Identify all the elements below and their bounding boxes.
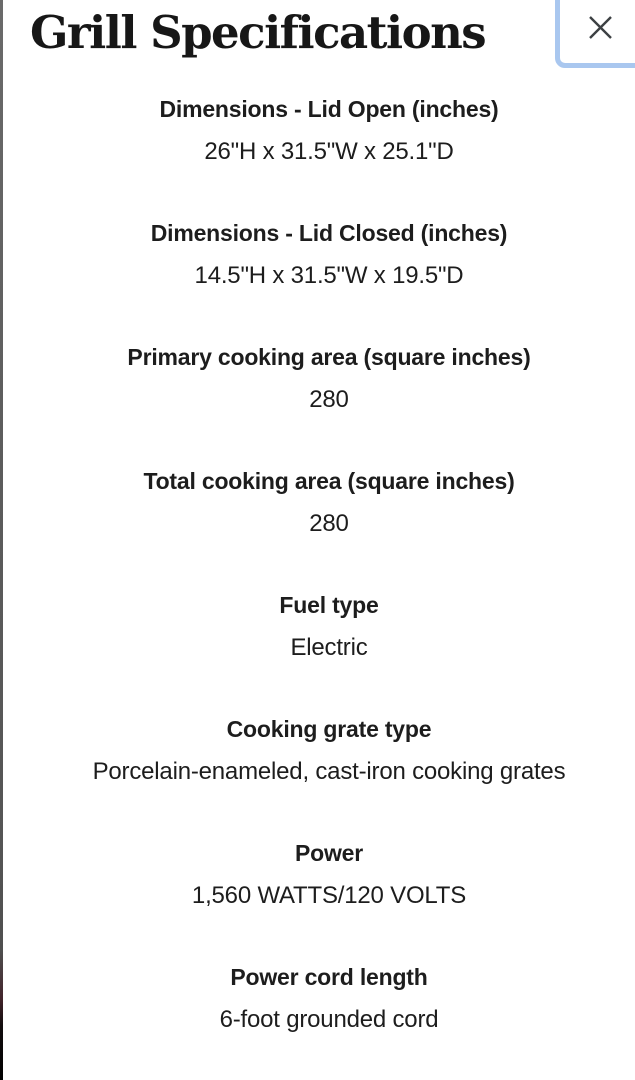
- spec-value: 280: [309, 510, 349, 537]
- spec-value: 1,560 WATTS/120 VOLTS: [191, 882, 467, 909]
- spec-row-cooking-grate-type: Cooking grate type Porcelain-enameled, c…: [23, 715, 635, 786]
- spec-list: Dimensions - Lid Open (inches) 26"H x 31…: [3, 68, 635, 1034]
- spec-label: Dimensions - Lid Closed (inches): [150, 220, 508, 246]
- spec-label: Power cord length: [230, 964, 428, 990]
- spec-value: 6-foot grounded cord: [219, 1006, 439, 1033]
- spec-label: Fuel type: [279, 592, 379, 618]
- spec-value: 280: [309, 386, 349, 413]
- grill-specifications-modal: Grill Specifications Dimensions - Lid Op…: [3, 0, 635, 1080]
- spec-row-total-cooking-area: Total cooking area (square inches) 280: [23, 467, 635, 538]
- spec-value: Porcelain-enameled, cast-iron cooking gr…: [92, 758, 566, 785]
- modal-header: Grill Specifications: [3, 0, 635, 68]
- spec-row-primary-cooking-area: Primary cooking area (square inches) 280: [23, 343, 635, 414]
- spec-row-dimensions-lid-closed: Dimensions - Lid Closed (inches) 14.5"H …: [23, 219, 635, 290]
- spec-label: Power: [294, 840, 364, 866]
- close-icon: [585, 12, 616, 43]
- spec-row-fuel-type: Fuel type Electric: [23, 591, 635, 662]
- spec-row-dimensions-lid-open: Dimensions - Lid Open (inches) 26"H x 31…: [23, 95, 635, 166]
- close-button[interactable]: [555, 0, 635, 68]
- spec-row-power-cord-length: Power cord length 6-foot grounded cord: [23, 963, 635, 1034]
- spec-row-power: Power 1,560 WATTS/120 VOLTS: [23, 839, 635, 910]
- spec-label: Cooking grate type: [226, 716, 432, 742]
- page-edge-backdrop: [0, 0, 3, 1080]
- spec-value: 26"H x 31.5"W x 25.1"D: [204, 138, 454, 165]
- spec-label: Dimensions - Lid Open (inches): [159, 96, 499, 122]
- spec-label: Primary cooking area (square inches): [127, 344, 531, 370]
- spec-value: 14.5"H x 31.5"W x 19.5"D: [194, 262, 464, 289]
- page-title: Grill Specifications: [30, 6, 487, 59]
- spec-value: Electric: [290, 634, 368, 661]
- spec-label: Total cooking area (square inches): [143, 468, 515, 494]
